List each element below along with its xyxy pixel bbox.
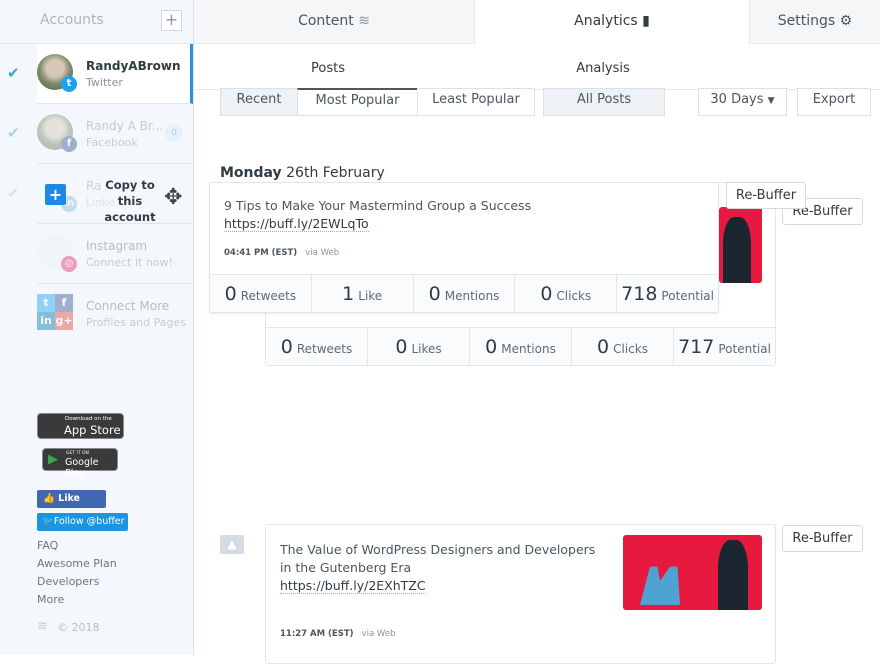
account-name: Connect More (86, 299, 170, 313)
export-button[interactable]: Export (797, 88, 871, 116)
post-link[interactable]: https://buff.ly/2EXhTZC (280, 578, 426, 594)
post-stats: 0 Retweets 1 Like 0 Mentions 0 Clicks 718 Pot… (210, 274, 718, 312)
move-cursor-icon: ✥ (164, 185, 183, 210)
account-facebook[interactable]: f Randy A Br... Facebook 0 (37, 104, 193, 164)
stat-clicks: 0 Clicks (572, 328, 674, 365)
account-linkedin[interactable]: in Ra Linke + Copy to this account ✥ (37, 164, 193, 224)
avatar (37, 114, 73, 150)
stat-potential: 717 Potential (674, 328, 775, 365)
gear-icon: ⚙ (839, 13, 853, 29)
facebook-icon: f (61, 136, 77, 152)
twitter-bird-icon: 🐦 (42, 516, 54, 527)
caret-down-icon: ▼ (767, 96, 775, 106)
divider (194, 89, 880, 90)
sort-most-popular[interactable]: Most Popular (297, 88, 418, 116)
follow-label: Follow @buffer (53, 516, 125, 527)
link-developers[interactable]: Developers (37, 575, 100, 588)
account-name: Randy A Br... (86, 119, 164, 133)
check-icon[interactable]: ✔ (7, 184, 20, 202)
sidebar-header: Accounts + (0, 0, 193, 44)
stat-retweets: 0 Retweets (210, 275, 312, 312)
avatar-placeholder (37, 234, 73, 270)
stat-potential: 718 Potential (617, 275, 718, 312)
post-thumbnail (719, 207, 762, 283)
google-play-big: Google Play (65, 457, 99, 479)
dragged-post-card[interactable]: 9 Tips to Make Your Mastermind Group a S… (209, 182, 719, 313)
tab-content[interactable]: Content ≋ (194, 0, 475, 44)
check-icon[interactable]: ✔ (7, 124, 20, 142)
copy-plus-icon: + (45, 184, 66, 205)
link-awesome-plan[interactable]: Awesome Plan (37, 557, 117, 570)
account-name: Ra (86, 179, 102, 193)
account-network: Profiles and Pages (86, 316, 186, 329)
google-play-badge[interactable]: ▶ GET IT ON Google Play (42, 448, 118, 479)
stat-mentions: 0 Mentions (413, 275, 516, 312)
copyright: © 2018 (57, 621, 100, 634)
check-icon[interactable]: ✔ (7, 64, 20, 82)
post-text: The Value of WordPress Designers and Dev… (280, 542, 596, 575)
stat-mentions: 0 Mentions (470, 328, 572, 365)
play-icon: ▶ (48, 452, 58, 467)
stat-likes: 0 Likes (368, 328, 470, 365)
image-post-icon: ▲ (220, 535, 244, 554)
app-store-small: Download on the (65, 416, 112, 422)
social-networks-icon: t f in g+ (37, 294, 73, 330)
facebook-like-button[interactable]: 👍 Like 110K (37, 490, 106, 522)
account-name: RandyABrown (86, 59, 181, 73)
sort-least-popular[interactable]: Least Popular (417, 88, 535, 116)
stat-clicks: 0 Clicks (515, 275, 618, 312)
layers-icon: ≋ (358, 13, 370, 29)
link-more[interactable]: More (37, 593, 65, 606)
twitter-follow-button[interactable]: 🐦Follow @buffer (37, 513, 128, 531)
rebuffer-button[interactable]: Re-Buffer (782, 525, 863, 552)
account-twitter[interactable]: t RandyABrown Twitter (37, 44, 193, 104)
post-link[interactable]: https://buff.ly/2EWLqTo (224, 216, 369, 232)
account-network: Connect it now! (86, 256, 173, 269)
post-thumbnail (623, 535, 762, 610)
app-store-big: App Store (64, 423, 121, 437)
queue-count: 0 (165, 124, 183, 142)
link-faq[interactable]: FAQ (37, 539, 59, 552)
tab-analytics[interactable]: Analytics ▮ (475, 0, 750, 44)
subtab-posts[interactable]: Posts (311, 61, 345, 76)
range-dropdown[interactable]: 30 Days ▼ (698, 88, 787, 116)
post-card: The Value of WordPress Designers and Dev… (265, 524, 776, 664)
tab-settings[interactable]: Settings ⚙ (750, 0, 880, 44)
account-instagram[interactable]: ◎ Instagram Connect it now! (37, 224, 193, 284)
dragged-rebuffer-button[interactable]: Re-Buffer (726, 182, 806, 209)
drag-tooltip: Copy to this account (104, 178, 156, 224)
google-play-small: GET IT ON (66, 451, 89, 456)
post-meta: 11:27 AM (EST) via Web (280, 629, 396, 639)
instagram-icon: ◎ (61, 256, 77, 272)
connect-more[interactable]: t f in g+ Connect More Profiles and Pages (37, 284, 193, 344)
account-network: Twitter (86, 76, 123, 89)
subtab-analysis[interactable]: Analysis (576, 61, 630, 76)
sort-recent[interactable]: Recent (220, 88, 298, 116)
twitter-icon: t (61, 76, 77, 92)
day-heading: Monday 26th February (220, 165, 385, 181)
thumbs-up-icon: 👍 (43, 493, 55, 504)
stat-retweets: 0 Retweets (266, 328, 368, 365)
account-network: Linke (86, 196, 115, 209)
add-account-button[interactable]: + (161, 10, 182, 31)
sidebar: Accounts + ✔ t RandyABrown Twitter ✔ f R… (0, 0, 194, 655)
app-store-badge[interactable]: Download on the App Store (37, 413, 124, 439)
filter-all-posts[interactable]: All Posts (543, 88, 665, 116)
post-meta: 04:41 PM (EST) via Web (224, 248, 340, 258)
post-text: 9 Tips to Make Your Mastermind Group a S… (224, 198, 532, 213)
post-stats: 0 Retweets 0 Likes 0 Mentions 0 Clicks 717 Po… (266, 327, 775, 365)
stat-likes: 1 Like (311, 275, 414, 312)
buffer-logo-icon: ≋ (37, 619, 48, 634)
bar-chart-icon: ▮ (642, 13, 650, 29)
account-network: Facebook (86, 136, 138, 149)
account-name: Instagram (86, 239, 148, 253)
sidebar-title: Accounts (40, 12, 104, 28)
